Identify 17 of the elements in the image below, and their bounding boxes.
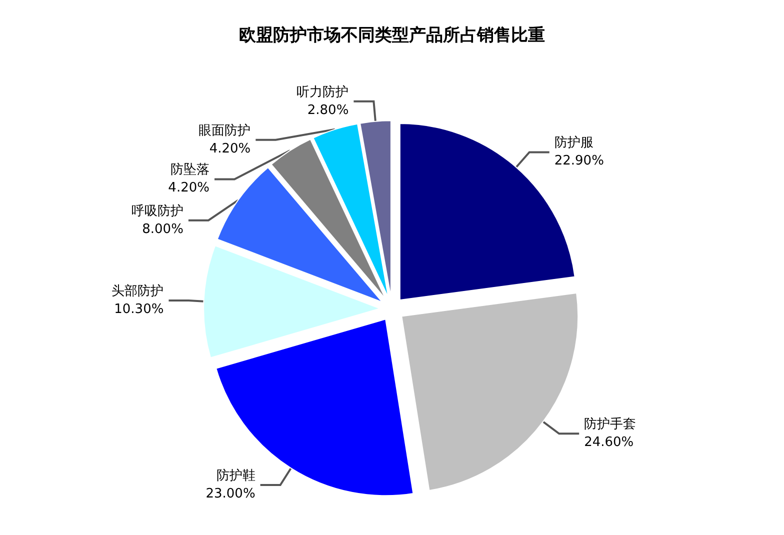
data-label: 10.30% [114,302,164,318]
slice-label: 头部防护 [112,284,164,300]
data-label: 23.00% [206,486,256,502]
data-label: 2.80% [307,102,349,118]
slice-label: 防护鞋 [216,468,256,484]
data-label: 4.20% [209,141,251,156]
chart-title: 欧盟防护市场不同类型产品所占销售比重 [239,26,545,46]
data-label: 4.20% [168,180,210,196]
slice-label: 防护手套 [584,417,636,432]
slice-label: 防坠落 [170,162,210,178]
data-label: 8.00% [142,222,184,237]
slice-label: 防护服 [554,136,594,151]
data-label: 22.90% [554,154,604,169]
data-label: 24.60% [584,435,634,450]
slice-label: 眼面防护 [198,123,251,138]
slice-label: 呼吸防护 [131,204,184,219]
slice-label: 听力防护 [296,84,349,100]
